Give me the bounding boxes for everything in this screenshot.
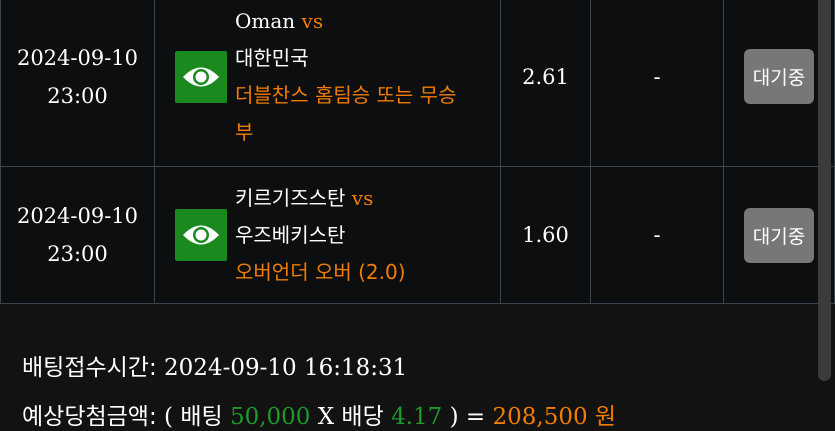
match-date: 2024-09-10 [16, 204, 139, 228]
bet-time-label: 배팅접수시간: [22, 355, 157, 381]
home-team: 키르기즈스탄 [235, 185, 346, 210]
vs-label: vs [351, 185, 374, 210]
status-button[interactable]: 대기중 [744, 49, 814, 104]
away-team: 대한민국 [235, 45, 309, 70]
result: - [590, 0, 724, 167]
status-button[interactable]: 대기중 [744, 207, 814, 263]
scrollbar[interactable] [818, 0, 831, 381]
stake-amount: 50,000 [229, 404, 311, 430]
eye-icon[interactable] [175, 209, 227, 261]
equals: ) = [449, 404, 486, 430]
bet-time-value: 2024-09-10 16:18:31 [164, 355, 408, 381]
match-time: 23:00 [47, 242, 108, 266]
bet-time-line: 배팅접수시간: 2024-09-10 16:18:31 [22, 348, 407, 382]
result: - [590, 166, 724, 304]
away-team: 우즈베키스탄 [235, 222, 346, 247]
match-datetime: 2024-09-10 23:00 [0, 0, 155, 167]
eye-icon[interactable] [175, 50, 227, 103]
bet-pick: 오버언더 오버 (2.0) [235, 259, 406, 284]
home-team: Oman [235, 8, 296, 33]
stake-label: ( 배팅 [164, 404, 223, 430]
vs-label: vs [301, 8, 324, 33]
match-time: 23:00 [47, 83, 108, 108]
payout-label: 예상당첨금액: [22, 404, 157, 430]
bet-pick: 더블찬스 홈팀승 또는 무승부 [235, 82, 457, 144]
odds: 1.60 [500, 166, 591, 304]
match-date: 2024-09-10 [16, 45, 139, 70]
odds: 2.61 [500, 0, 591, 167]
payout-amount: 208,500 원 [492, 404, 617, 430]
expected-payout-line: 예상당첨금액: ( 배팅 50,000 X 배당 4.17 ) = 208,50… [22, 397, 616, 431]
match-datetime: 2024-09-10 23:00 [0, 166, 155, 304]
total-odds: 4.17 [391, 404, 443, 430]
odds-label: X 배당 [317, 404, 384, 430]
